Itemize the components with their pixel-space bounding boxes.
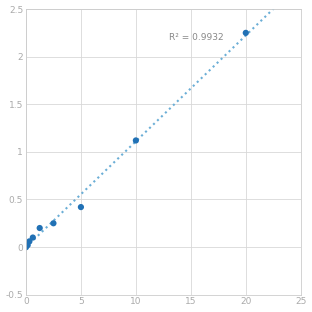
Point: [25, 243, 30, 248]
Point: [30, 235, 35, 240]
Point: [243, 30, 248, 35]
Point: [78, 205, 83, 210]
Point: [51, 221, 56, 226]
Text: R² = 0.9932: R² = 0.9932: [169, 33, 223, 42]
Point: [27, 239, 32, 244]
Point: [134, 138, 139, 143]
Point: [23, 245, 28, 250]
Point: [37, 226, 42, 231]
